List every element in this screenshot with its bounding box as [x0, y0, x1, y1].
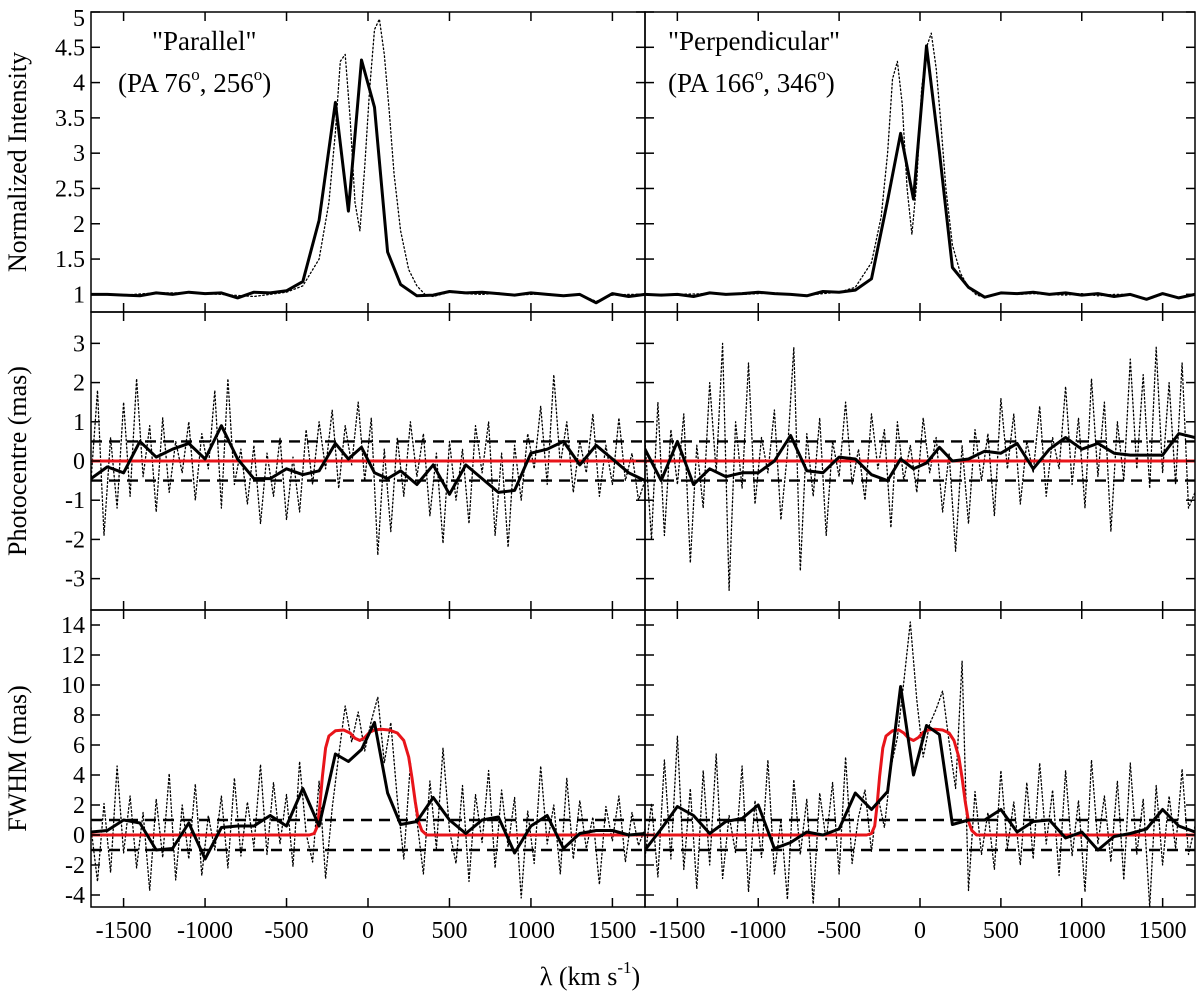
y-tick-label: 2	[73, 212, 85, 238]
x-tick-label: 500	[983, 918, 1019, 944]
panel-photocentre-perpendicular	[645, 342, 1195, 592]
y-tick-label: 2.5	[55, 176, 85, 202]
series-model	[91, 727, 645, 837]
x-tick-label: 0	[914, 918, 926, 944]
axis-labels: 1 1.5 2 2.5 3 3.5 4 4.5 5 Normalized Intensity -3 -…	[3, 6, 1187, 991]
x-tick-label: -1000	[730, 918, 786, 944]
panel-intensity-parallel	[91, 18, 645, 305]
series-observed-binned	[645, 685, 1195, 852]
y-axis-title-photocentre: Photocentre (mas)	[3, 366, 32, 556]
plot-area	[645, 342, 1195, 592]
plot-area	[645, 621, 1195, 907]
series-model	[645, 727, 1195, 837]
y-tick-label: -4	[65, 883, 85, 909]
y-tick-label: 4	[73, 71, 85, 97]
x-axis-title-sup: -1	[617, 958, 631, 977]
y-tick-label: -1	[65, 488, 85, 514]
y-tick-label: 3	[73, 141, 85, 167]
x-tick-label: 500	[431, 918, 467, 944]
x-axis-title-close: )	[632, 962, 641, 991]
x-tick-label: -500	[265, 918, 309, 944]
y-tick-label: 8	[73, 703, 85, 729]
y-tick-label: 1	[73, 282, 85, 308]
panel-frame	[644, 11, 1196, 313]
plot-area	[91, 18, 645, 305]
x-tick-label: 1500	[588, 918, 636, 944]
y-tick-label: 2	[73, 793, 85, 819]
x-tick-label: -1000	[177, 918, 233, 944]
series-observed-binned	[91, 58, 645, 305]
y-tick-label: -3	[65, 567, 85, 593]
y-tick-label: 1.5	[55, 247, 85, 273]
y-tick-label: -2	[65, 527, 85, 553]
panel-intensity-perpendicular	[645, 32, 1195, 301]
panel-fwhm-perpendicular	[645, 621, 1195, 907]
plot-area	[91, 374, 645, 556]
panel-photocentre-parallel	[91, 374, 645, 556]
y-tick-label: 5	[73, 6, 85, 32]
y-axis-title-intensity: Normalized Intensity	[3, 52, 32, 272]
y-tick-label: 0	[73, 823, 85, 849]
y-tick-label: 1	[73, 410, 85, 436]
y-tick-label: 0	[73, 449, 85, 475]
y-tick-label: 3.5	[55, 106, 85, 132]
series-observed-full-resolution	[91, 18, 645, 303]
y-tick-label: 6	[73, 733, 85, 759]
panel-annotations: "Parallel" (PA 76o, 256o) "Perpendicular" (…	[118, 26, 840, 98]
y-tick-label: 4.5	[55, 35, 85, 61]
y-axis-title-fwhm: FWHM (mas)	[3, 685, 32, 832]
panel-frames	[90, 11, 1196, 908]
panel-frame	[644, 609, 1196, 908]
series-observed-binned	[91, 424, 645, 496]
column-title-perpendicular: "Perpendicular"	[668, 26, 840, 56]
y-tick-label: 14	[61, 613, 85, 639]
panel-fwhm-parallel	[91, 696, 645, 899]
y-tick-label: -2	[65, 853, 85, 879]
series-observed-binned	[645, 44, 1195, 301]
series-observed-full-resolution	[645, 342, 1195, 592]
x-tick-label: -1500	[649, 918, 705, 944]
series-observed-full-resolution	[91, 696, 645, 899]
series-observed-full-resolution	[645, 621, 1195, 907]
column-pa-parallel: (PA 76o, 256o)	[118, 65, 271, 98]
chart-panels	[91, 18, 1195, 907]
x-tick-label: -1500	[96, 918, 152, 944]
y-tick-label: 3	[73, 331, 85, 357]
y-tick-label: 2	[73, 371, 85, 397]
x-tick-label: -500	[817, 918, 861, 944]
column-title-parallel: "Parallel"	[152, 26, 257, 56]
series-observed-binned	[645, 432, 1195, 486]
x-tick-label: 1000	[507, 918, 555, 944]
x-axis-title: λ (km s-1)	[540, 958, 640, 991]
y-tick-label: 12	[61, 643, 85, 669]
x-tick-label: 1500	[1139, 918, 1187, 944]
plot-area	[91, 696, 645, 899]
column-pa-perpendicular: (PA 166o, 346o)	[668, 65, 835, 98]
y-tick-label: 4	[73, 763, 85, 789]
x-tick-label: 1000	[1058, 918, 1106, 944]
panel-frame	[90, 11, 646, 313]
x-tick-label: 0	[362, 918, 374, 944]
series-observed-binned	[91, 721, 645, 861]
series-observed-full-resolution	[91, 374, 645, 556]
plot-area	[645, 32, 1195, 301]
x-axis-title-main: λ (km s	[540, 962, 618, 991]
y-tick-label: 10	[61, 673, 85, 699]
